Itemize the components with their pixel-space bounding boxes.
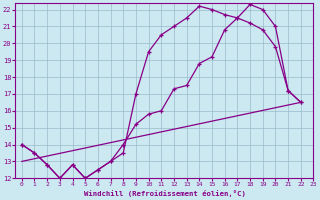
X-axis label: Windchill (Refroidissement éolien,°C): Windchill (Refroidissement éolien,°C) (84, 190, 245, 197)
